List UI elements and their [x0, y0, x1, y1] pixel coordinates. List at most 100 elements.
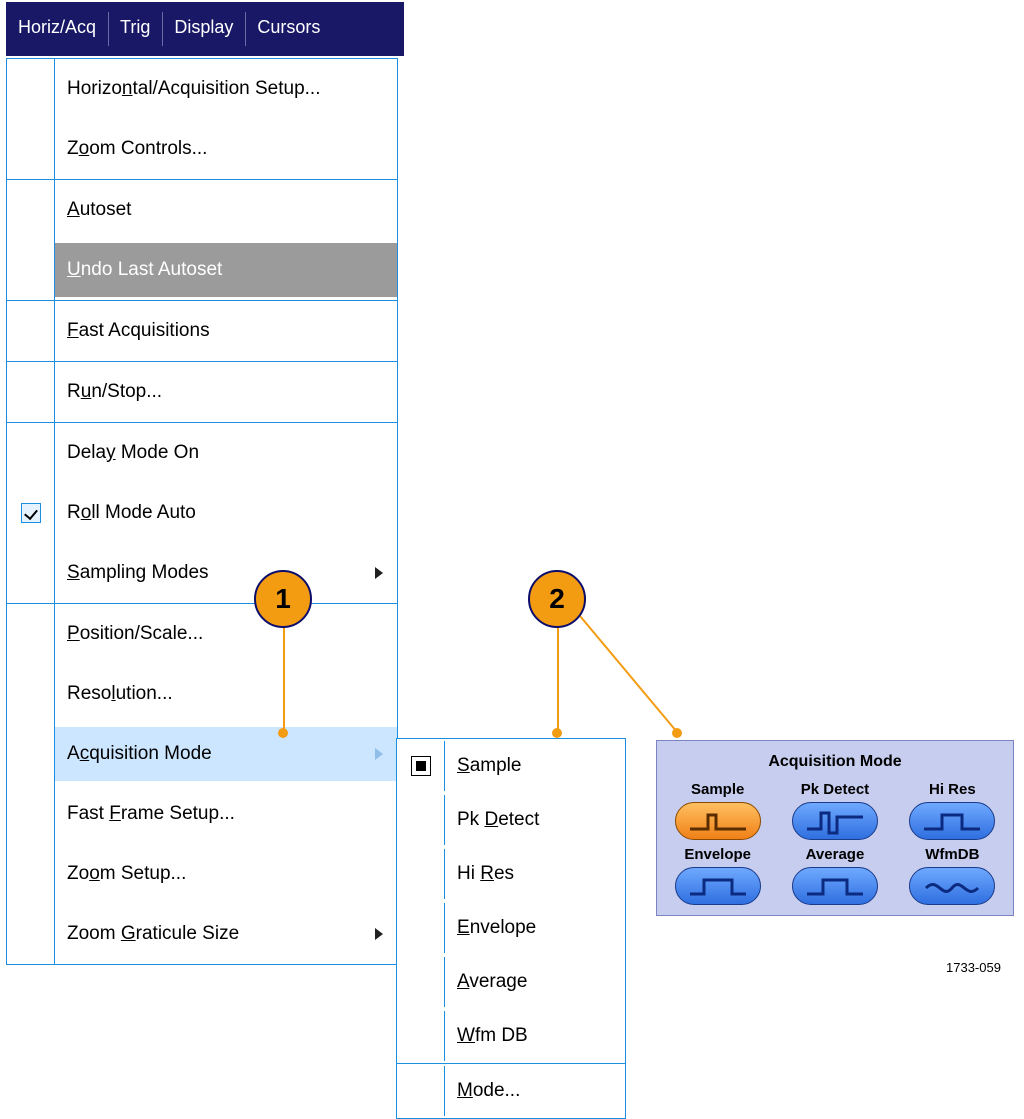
- submenu-item[interactable]: Mode...: [397, 1064, 625, 1118]
- check-icon: [21, 503, 41, 523]
- menu-item-gutter: [7, 904, 55, 964]
- submenu-item[interactable]: Average: [397, 955, 625, 1009]
- submenu-item-gutter: [397, 903, 445, 953]
- menu-item-gutter: [7, 362, 55, 422]
- menubar-item-display[interactable]: Display: [162, 2, 245, 56]
- menu-item-gutter: [7, 119, 55, 179]
- menubar-item-trig[interactable]: Trig: [108, 2, 162, 56]
- menu-item-label: Undo Last Autoset: [55, 243, 397, 297]
- submenu-item[interactable]: Envelope: [397, 901, 625, 955]
- callout-2-dot-b: [672, 728, 682, 738]
- waveform-icon: [920, 805, 984, 837]
- menu-item[interactable]: Roll Mode Auto: [7, 483, 397, 543]
- horizacq-dropdown: Horizontal/Acquisition Setup... Zoom Cont…: [6, 58, 398, 965]
- menu-item[interactable]: Fast Frame Setup...: [7, 784, 397, 844]
- waveform-icon: [686, 870, 750, 902]
- submenu-item-label: Hi Res: [445, 847, 625, 901]
- menu-item-gutter: [7, 844, 55, 904]
- submenu-item-label: Envelope: [445, 901, 625, 955]
- menu-item-label: Fast Acquisitions: [55, 304, 397, 358]
- submenu-item-gutter: [397, 1066, 445, 1116]
- submenu-item-label: Wfm DB: [445, 1009, 625, 1063]
- menu-item[interactable]: Zoom Setup...: [7, 844, 397, 904]
- figure-ref: 1733-059: [946, 960, 1001, 975]
- menu-item[interactable]: Fast Acquisitions: [7, 301, 397, 361]
- acq-mode-label: Envelope: [663, 846, 772, 863]
- waveform-icon: [686, 805, 750, 837]
- menu-item-label: Autoset: [55, 183, 397, 237]
- waveform-icon: [803, 805, 867, 837]
- acq-mode-button[interactable]: [909, 802, 995, 840]
- submenu-item[interactable]: Wfm DB: [397, 1009, 625, 1063]
- acq-mode-wfmdb: WfmDB: [898, 846, 1007, 905]
- menu-item[interactable]: Resolution...: [7, 664, 397, 724]
- menu-item[interactable]: Horizontal/Acquisition Setup...: [7, 59, 397, 119]
- menubar-item-horizacq[interactable]: Horiz/Acq: [6, 2, 108, 56]
- callout-1: 1: [254, 570, 312, 628]
- menu-item-gutter: [7, 724, 55, 784]
- waveform-icon: [803, 870, 867, 902]
- menu-item-gutter: [7, 604, 55, 664]
- acquisition-mode-submenu: SamplePk DetectHi ResEnvelopeAverageWfm …: [396, 738, 626, 1119]
- submenu-item-gutter: [397, 741, 445, 791]
- menu-item-gutter: [7, 423, 55, 483]
- menu-item-label: Position/Scale...: [55, 607, 397, 661]
- menu-item[interactable]: Run/Stop...: [7, 362, 397, 422]
- submenu-item-gutter: [397, 795, 445, 845]
- selected-icon: [411, 756, 431, 776]
- acq-mode-button[interactable]: [792, 867, 878, 905]
- menu-item-gutter: [7, 784, 55, 844]
- menu-item-label: Run/Stop...: [55, 365, 397, 419]
- menu-item[interactable]: Acquisition Mode: [7, 724, 397, 784]
- submenu-arrow-icon: [375, 748, 383, 760]
- menu-item[interactable]: Zoom Controls...: [7, 119, 397, 179]
- waveform-icon: [920, 870, 984, 902]
- menu-item-label: Fast Frame Setup...: [55, 787, 397, 841]
- menu-item-label: Zoom Controls...: [55, 122, 397, 176]
- menu-item-label: Zoom Graticule Size: [55, 907, 397, 961]
- acq-mode-label: Sample: [663, 781, 772, 798]
- acq-mode-button[interactable]: [675, 802, 761, 840]
- acq-mode-average: Average: [780, 846, 889, 905]
- menu-item-gutter: [7, 664, 55, 724]
- submenu-arrow-icon: [375, 567, 383, 579]
- menu-item-gutter: [7, 483, 55, 543]
- submenu-item-label: Average: [445, 955, 625, 1009]
- menu-item[interactable]: Delay Mode On: [7, 423, 397, 483]
- acq-mode-label: Pk Detect: [780, 781, 889, 798]
- menu-item-gutter: [7, 180, 55, 240]
- acq-mode-envelope: Envelope: [663, 846, 772, 905]
- callout-1-dot: [278, 728, 288, 738]
- submenu-item[interactable]: Hi Res: [397, 847, 625, 901]
- menubar-item-cursors[interactable]: Cursors: [245, 2, 332, 56]
- callout-2-line-b: [557, 598, 707, 748]
- menu-item[interactable]: Zoom Graticule Size: [7, 904, 397, 964]
- acq-mode-button[interactable]: [909, 867, 995, 905]
- menu-item[interactable]: Autoset: [7, 180, 397, 240]
- submenu-item[interactable]: Pk Detect: [397, 793, 625, 847]
- menu-item: Undo Last Autoset: [7, 240, 397, 300]
- acq-mode-sample: Sample: [663, 781, 772, 840]
- acq-mode-pkdetect: Pk Detect: [780, 781, 889, 840]
- acq-mode-label: Average: [780, 846, 889, 863]
- submenu-item-label: Pk Detect: [445, 793, 625, 847]
- menu-item-gutter: [7, 59, 55, 119]
- menu-item[interactable]: Position/Scale...: [7, 604, 397, 664]
- callout-1-line: [283, 628, 285, 732]
- acq-mode-button[interactable]: [792, 802, 878, 840]
- submenu-item-gutter: [397, 1011, 445, 1061]
- menu-item-label: Horizontal/Acquisition Setup...: [55, 62, 397, 116]
- acq-mode-label: Hi Res: [898, 781, 1007, 798]
- menu-item-label: Resolution...: [55, 667, 397, 721]
- submenu-item-label: Mode...: [445, 1064, 625, 1118]
- menu-item-gutter: [7, 301, 55, 361]
- submenu-item-gutter: [397, 957, 445, 1007]
- menu-item-label: Roll Mode Auto: [55, 486, 397, 540]
- submenu-item-gutter: [397, 849, 445, 899]
- acq-mode-label: WfmDB: [898, 846, 1007, 863]
- acq-mode-hires: Hi Res: [898, 781, 1007, 840]
- callout-2: 2: [528, 570, 586, 628]
- acq-mode-button[interactable]: [675, 867, 761, 905]
- acq-panel-title: Acquisition Mode: [663, 753, 1007, 771]
- menu-item[interactable]: Sampling Modes: [7, 543, 397, 603]
